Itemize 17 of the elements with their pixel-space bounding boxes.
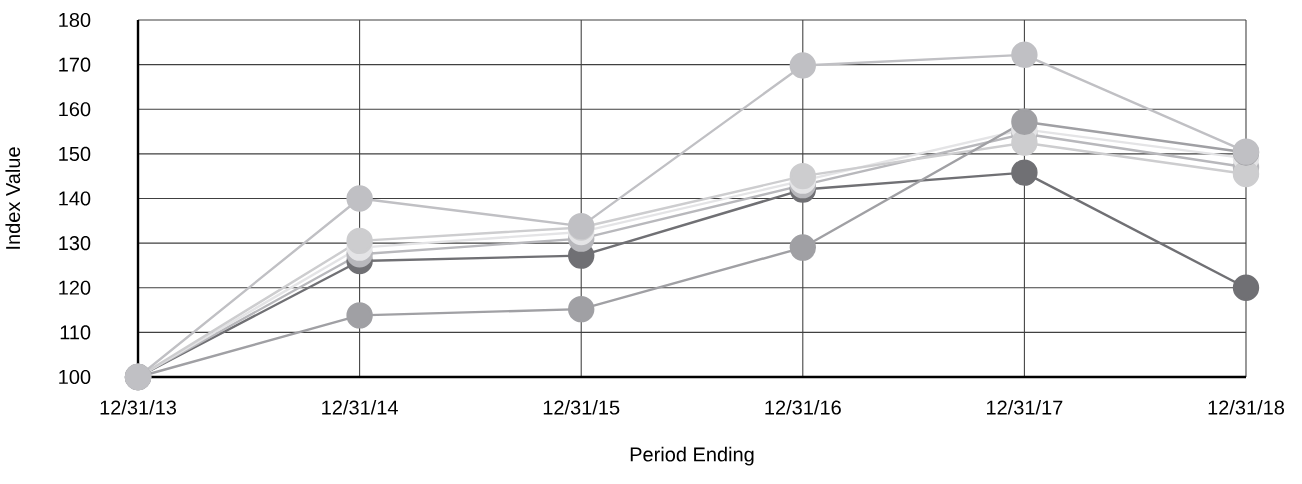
- x-tick-label: 12/31/17: [987, 399, 1063, 415]
- x-tick-label: 12/31/15: [543, 399, 620, 415]
- y-tick-label: 180: [59, 12, 91, 28]
- y-tick-label: 130: [59, 236, 91, 251]
- y-tick-label: 120: [59, 280, 91, 295]
- y-tick-label: 160: [59, 102, 91, 117]
- y-tick-label: 110: [60, 325, 91, 340]
- y-tick-label: 150: [59, 146, 91, 161]
- y-tick-label: 140: [59, 191, 91, 206]
- x-tick-label: 12/31/16: [765, 399, 841, 415]
- x-tick-label: 12/31/14: [322, 399, 398, 415]
- x-tick-label: 12/31/18: [1208, 399, 1285, 415]
- y-tick-label: 100: [59, 369, 91, 385]
- x-axis-title: Period Ending: [630, 446, 754, 466]
- y-axis-title: Index Value: [5, 147, 21, 249]
- y-tick-label: 170: [59, 57, 91, 72]
- x-tick-label: 12/31/13: [100, 399, 177, 415]
